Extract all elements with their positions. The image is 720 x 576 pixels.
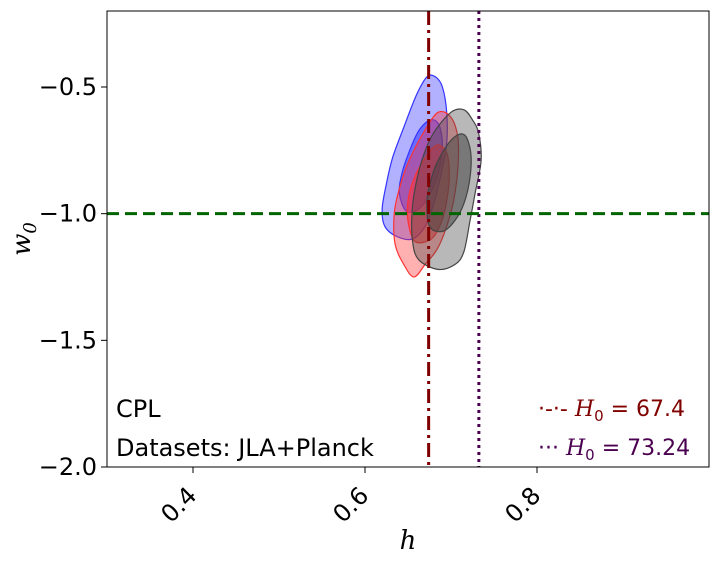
datasets-annotation: Datasets: JLA+Planck xyxy=(116,434,374,462)
legend: ·-·- H0 = 67.4 ··· H0 = 73.24 xyxy=(538,397,690,464)
y-axis-ticks: −0.5 −1.0 −1.5 −2.0 xyxy=(39,73,107,481)
x-tick-label: 0.4 xyxy=(155,481,202,528)
legend-label-value: = 73.24 xyxy=(595,436,690,461)
y-tick-label: −1.5 xyxy=(39,326,97,354)
x-tick-label: 0.8 xyxy=(499,481,546,528)
x-axis-ticks: 0.4 0.6 0.8 xyxy=(155,467,546,528)
legend-marker-dotted: ··· xyxy=(538,436,559,461)
model-annotation: CPL xyxy=(116,395,161,423)
y-tick-label: −0.5 xyxy=(39,73,97,101)
legend-label-base: H xyxy=(574,397,595,422)
contour-layer xyxy=(381,74,482,278)
y-axis-label-base: w xyxy=(7,234,37,256)
legend-label-base: H xyxy=(565,436,586,461)
legend-label-subscript: 0 xyxy=(585,446,595,464)
y-axis-label-subscript: 0 xyxy=(20,222,41,233)
y-tick-label: −1.0 xyxy=(39,200,97,228)
legend-entry-h0-67-4: ·-·- H0 = 67.4 xyxy=(538,397,685,425)
legend-marker-dashdot: ·-·- xyxy=(538,397,568,422)
y-axis-label: w0 xyxy=(7,222,41,256)
legend-entry-h0-73-24: ··· H0 = 73.24 xyxy=(538,436,690,464)
y-tick-label: −2.0 xyxy=(39,453,97,481)
contour-inner-5 xyxy=(426,133,472,233)
x-axis-label: h xyxy=(400,526,417,556)
x-tick-label: 0.6 xyxy=(327,481,374,528)
legend-label-value: = 67.4 xyxy=(604,397,685,422)
legend-label-subscript: 0 xyxy=(594,407,604,425)
plot-frame xyxy=(106,10,710,468)
reference-lines xyxy=(107,11,709,467)
